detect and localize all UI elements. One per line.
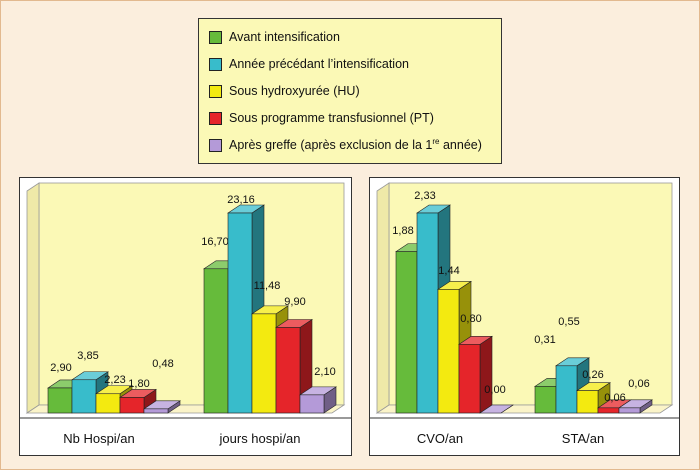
chart-cvo-sta-svg: 1,882,331,440,800,00CVO/an0,310,550,260,… bbox=[369, 177, 680, 456]
side-wall bbox=[26, 182, 40, 414]
data-label: 1,80 bbox=[128, 378, 149, 390]
legend-item-transfusionnel: Sous programme transfusionnel (PT) bbox=[209, 108, 434, 128]
legend-label-transfusionnel: Sous programme transfusionnel (PT) bbox=[229, 111, 434, 125]
data-label: 2,33 bbox=[414, 190, 435, 202]
data-label: 0,48 bbox=[152, 358, 173, 370]
bar-nb-hospi-an-series-4 bbox=[119, 388, 157, 414]
data-label: 0,55 bbox=[558, 316, 579, 328]
legend-label-apres-greffe: Après greffe (après exclusion de la 1re … bbox=[229, 137, 482, 152]
category-label: STA/an bbox=[562, 431, 604, 446]
data-label: 0,31 bbox=[534, 334, 555, 346]
chart-panel-hospitalisations: 2,90 3,85 2,23 1,80 0,48 Nb Hospi/an 16,70 23,1… bbox=[19, 177, 352, 456]
legend-label-hydroxyuree: Sous hydroxyurée (HU) bbox=[229, 84, 360, 98]
data-label: 0,26 bbox=[582, 369, 603, 381]
legend-item-hydroxyuree: Sous hydroxyurée (HU) bbox=[209, 81, 360, 101]
data-label: 16,70 bbox=[201, 236, 229, 248]
side-wall bbox=[376, 182, 390, 414]
bar-jours-hospi-an-series-3 bbox=[251, 305, 289, 414]
data-label: 9,90 bbox=[284, 296, 305, 308]
legend-label-annee-precedant: Année précédant l’intensification bbox=[229, 57, 409, 71]
bar-cvo-an-series-4 bbox=[458, 335, 493, 414]
data-label: 1,88 bbox=[392, 225, 413, 237]
legend-swatch-apres-greffe bbox=[209, 138, 222, 152]
bar-cvo-an-series-5 bbox=[479, 404, 514, 414]
data-label: 3,85 bbox=[77, 350, 98, 362]
bar-sta-an-series-5 bbox=[618, 399, 653, 414]
legend-label-apres-greffe-end: année) bbox=[439, 138, 482, 153]
data-label: 2,23 bbox=[104, 374, 125, 386]
legend-item-avant: Avant intensification bbox=[209, 27, 340, 47]
legend-label-avant: Avant intensification bbox=[229, 30, 340, 44]
bar-jours-hospi-an-series-2 bbox=[227, 204, 265, 414]
chart-panel-cvo-sta: 1,88 2,33 1,44 0,80 0,00 CVO/an 0,31 0,55 0,26 0,… bbox=[369, 177, 680, 456]
legend-swatch-transfusionnel bbox=[209, 111, 222, 125]
bar-jours-hospi-an-series-4 bbox=[275, 318, 313, 414]
bar-jours-hospi-an-series-5 bbox=[299, 386, 337, 414]
data-label: 1,44 bbox=[438, 265, 459, 277]
category-label: Nb Hospi/an bbox=[63, 431, 135, 446]
legend-swatch-hydroxyuree bbox=[209, 84, 222, 98]
data-label: 0,06 bbox=[604, 392, 625, 404]
data-label: 2,10 bbox=[314, 366, 335, 378]
legend-label-apres-greffe-sup: re bbox=[432, 137, 440, 147]
data-label: 2,90 bbox=[50, 362, 71, 374]
legend-swatch-annee-precedant bbox=[209, 57, 222, 71]
data-label: 0,00 bbox=[484, 384, 505, 396]
legend-item-annee-precedant: Année précédant l’intensification bbox=[209, 54, 409, 74]
data-label: 11,48 bbox=[254, 280, 281, 292]
category-label: jours hospi/an bbox=[219, 431, 301, 446]
data-label: 0,06 bbox=[628, 378, 649, 390]
data-label: 23,16 bbox=[227, 194, 255, 206]
chart-legend: Avant intensification Année précédant l’… bbox=[198, 18, 502, 164]
legend-item-apres-greffe: Après greffe (après exclusion de la 1re … bbox=[209, 135, 482, 155]
category-label: CVO/an bbox=[417, 431, 463, 446]
legend-swatch-avant bbox=[209, 30, 222, 44]
legend-label-apres-greffe-main: Après greffe (après exclusion de la 1 bbox=[229, 138, 433, 153]
chart-hospitalisations-svg: 2,90 3,85 2,23 1,800,48 Nb Hospi/an 16,70 23,1… bbox=[19, 177, 352, 456]
data-label: 0,80 bbox=[460, 313, 481, 325]
bar-nb-hospi-an-series-5 bbox=[143, 400, 181, 414]
